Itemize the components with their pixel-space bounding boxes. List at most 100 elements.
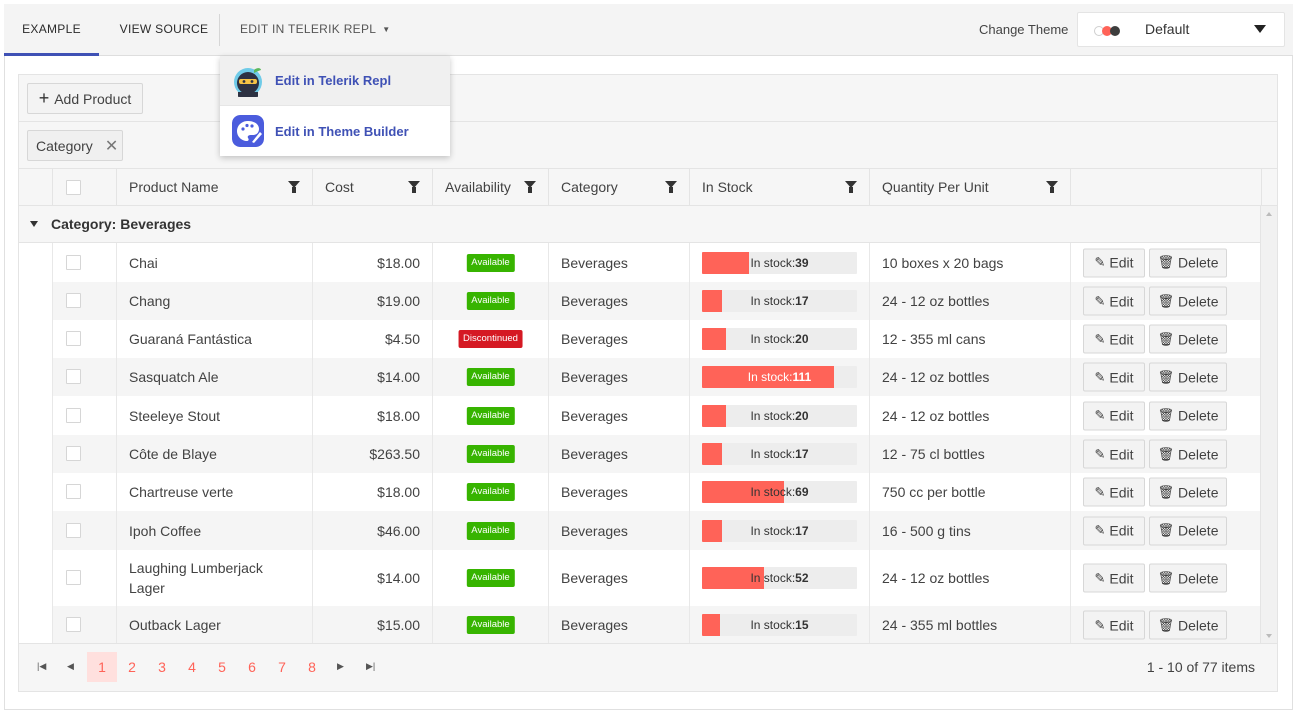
scroll-down-icon[interactable] [1266, 634, 1272, 638]
tab-edit-in-repl[interactable]: EDIT IN TELERIK REPL ▼ [240, 4, 390, 55]
actions-cell: ✎ Edit 🗑 Delete [1070, 358, 1261, 396]
delete-label: Delete [1178, 570, 1219, 586]
page-number[interactable]: 8 [308, 659, 316, 675]
edit-popup-menu: Edit in Telerik Repl Edit in Theme Build… [220, 56, 450, 156]
delete-button[interactable]: 🗑 Delete [1149, 286, 1227, 316]
edit-button[interactable]: ✎ Edit [1083, 610, 1145, 640]
edit-button[interactable]: ✎ Edit [1083, 324, 1145, 354]
edit-button[interactable]: ✎ Edit [1083, 401, 1145, 430]
cost-cell-text: $14.00 [377, 369, 420, 385]
filter-icon[interactable] [845, 181, 857, 194]
page-number[interactable]: 4 [188, 659, 196, 675]
delete-button[interactable]: 🗑 Delete [1149, 401, 1227, 430]
menu-item-theme-builder[interactable]: Edit in Theme Builder [220, 106, 450, 156]
last-page-icon[interactable]: ▶| [366, 661, 376, 671]
status-badge: Available [466, 406, 515, 425]
page-number[interactable]: 2 [128, 659, 136, 675]
delete-button[interactable]: 🗑 Delete [1149, 439, 1227, 469]
product-name-cell: Ipoh Coffee [116, 511, 312, 550]
page-number[interactable]: 1 [87, 652, 117, 682]
row-checkbox[interactable] [66, 407, 81, 423]
delete-button[interactable]: 🗑 Delete [1149, 610, 1227, 640]
pencil-icon: ✎ [1094, 617, 1106, 632]
row-checkbox[interactable] [66, 484, 81, 499]
prev-page-icon[interactable]: ◀ [67, 661, 74, 671]
cost-cell-text: $4.50 [384, 331, 420, 347]
delete-button[interactable]: 🗑 Delete [1149, 362, 1227, 392]
row-checkbox[interactable] [66, 293, 81, 308]
cost-cell-text: $18.00 [377, 407, 420, 424]
page-number[interactable]: 5 [218, 659, 226, 675]
delete-button[interactable]: 🗑 Delete [1149, 248, 1227, 277]
category-cell-text: Beverages [561, 446, 628, 462]
next-page-icon[interactable]: ▶ [337, 661, 344, 671]
select-cell [52, 511, 116, 550]
edit-button[interactable]: ✎ Edit [1083, 563, 1145, 593]
tab-example[interactable]: EXAMPLE [4, 4, 99, 56]
filter-icon[interactable] [408, 181, 420, 194]
actions-cell: ✎ Edit 🗑 Delete [1070, 282, 1261, 320]
in-stock-cell: In stock:111 [689, 358, 869, 396]
add-product-button[interactable]: + Add Product [27, 83, 143, 114]
in-stock-cell: In stock:17 [689, 435, 869, 473]
filter-icon[interactable] [288, 181, 300, 194]
edit-button[interactable]: ✎ Edit [1083, 516, 1145, 545]
palette-icon [232, 115, 264, 147]
first-page-icon[interactable]: |◀ [37, 661, 47, 671]
delete-button[interactable]: 🗑 Delete [1149, 516, 1227, 545]
row-checkbox[interactable] [66, 522, 81, 538]
stock-progress-bar: In stock:111 [702, 366, 857, 388]
filter-icon[interactable] [524, 181, 536, 194]
pencil-icon: ✎ [1094, 331, 1106, 346]
quantity-cell-text: 24 - 355 ml bottles [882, 617, 998, 633]
close-icon[interactable]: ✕ [104, 137, 119, 155]
row-checkbox[interactable] [66, 570, 81, 585]
select-all-checkbox[interactable] [66, 180, 81, 195]
actions-cell: ✎ Edit 🗑 Delete [1070, 396, 1261, 435]
delete-label: Delete [1178, 254, 1219, 271]
delete-button[interactable]: 🗑 Delete [1149, 477, 1227, 507]
edit-label: Edit [1109, 522, 1134, 539]
header-product-name[interactable]: Product Name [116, 169, 312, 206]
availability-cell: Discontinued [432, 320, 548, 358]
row-checkbox[interactable] [66, 369, 81, 384]
edit-button[interactable]: ✎ Edit [1083, 286, 1145, 316]
delete-label: Delete [1178, 369, 1219, 385]
demo-topbar: EXAMPLE VIEW SOURCE EDIT IN TELERIK REPL… [4, 4, 1293, 56]
scroll-up-icon[interactable] [1266, 212, 1272, 216]
group-header-row[interactable]: Category: Beverages [19, 206, 1261, 243]
group-indent-cell [19, 550, 52, 606]
filter-icon[interactable] [1046, 181, 1058, 194]
header-availability[interactable]: Availability [432, 169, 548, 206]
product-name-cell-text: Chai [129, 254, 158, 271]
delete-label: Delete [1178, 331, 1219, 347]
filter-icon[interactable] [665, 181, 677, 194]
stock-label: In stock:17 [702, 443, 857, 465]
header-in-stock[interactable]: In Stock [689, 169, 869, 206]
delete-button[interactable]: 🗑 Delete [1149, 563, 1227, 593]
edit-button[interactable]: ✎ Edit [1083, 248, 1145, 277]
menu-item-telerik-repl[interactable]: Edit in Telerik Repl [220, 56, 450, 106]
tab-view-source[interactable]: VIEW SOURCE [119, 22, 209, 36]
page-number[interactable]: 7 [278, 659, 286, 675]
page-number[interactable]: 6 [248, 659, 256, 675]
vertical-scrollbar[interactable] [1260, 206, 1277, 644]
row-checkbox[interactable] [66, 254, 81, 270]
row-checkbox[interactable] [66, 617, 81, 632]
pencil-icon: ✎ [1094, 446, 1106, 461]
header-cost[interactable]: Cost [312, 169, 432, 206]
edit-button[interactable]: ✎ Edit [1083, 439, 1145, 469]
edit-button[interactable]: ✎ Edit [1083, 362, 1145, 392]
stock-label: In stock:17 [702, 520, 857, 542]
page-number[interactable]: 3 [158, 659, 166, 675]
header-category[interactable]: Category [548, 169, 689, 206]
edit-button[interactable]: ✎ Edit [1083, 477, 1145, 507]
collapse-icon[interactable] [30, 221, 38, 227]
header-quantity-per-unit[interactable]: Quantity Per Unit [869, 169, 1070, 206]
edit-label: Edit [1109, 331, 1134, 347]
group-chip-category[interactable]: Category ✕ [27, 130, 123, 161]
row-checkbox[interactable] [66, 331, 81, 346]
delete-button[interactable]: 🗑 Delete [1149, 324, 1227, 354]
theme-dropdown[interactable]: Default [1077, 12, 1285, 47]
row-checkbox[interactable] [66, 446, 81, 461]
